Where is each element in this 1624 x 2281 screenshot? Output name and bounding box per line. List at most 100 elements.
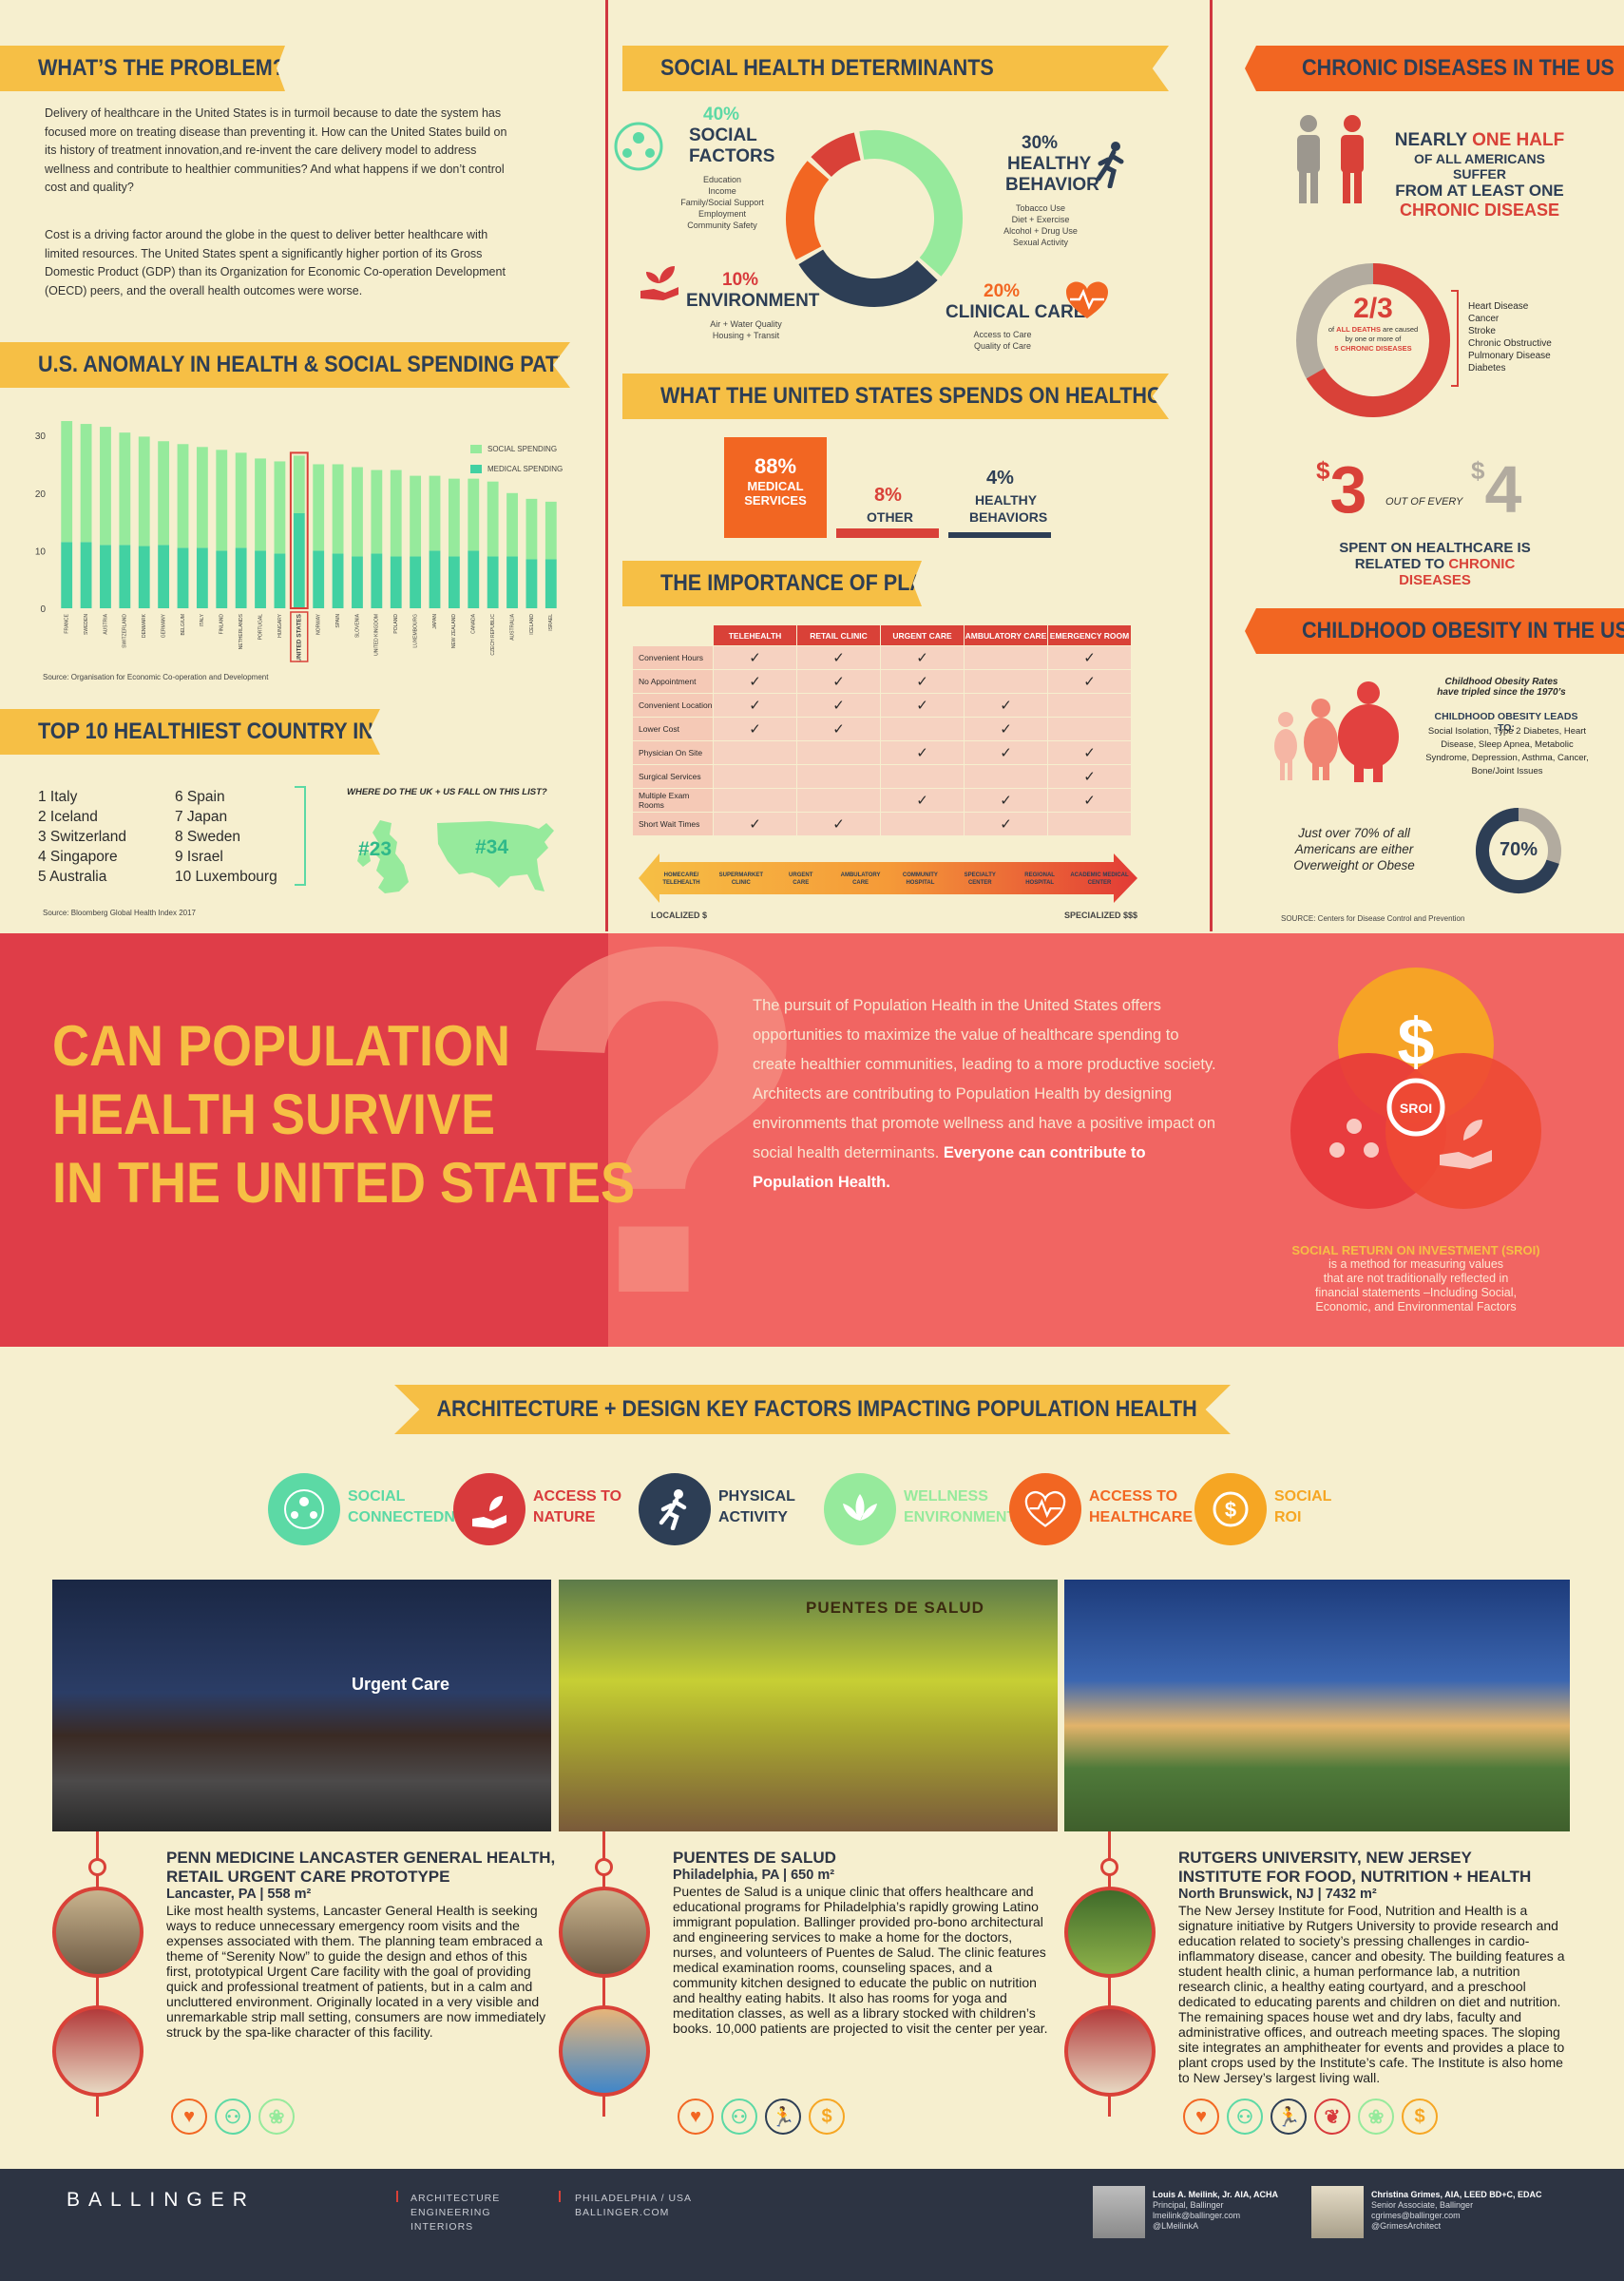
pursuit-body: The pursuit of Population Health in the … bbox=[753, 997, 1216, 1161]
factor-label-line-1: WELLNESS bbox=[904, 1488, 988, 1505]
discipline-architecture: ARCHITECTURE bbox=[411, 2193, 501, 2204]
can-line-3: IN THE UNITED STATES bbox=[52, 1151, 636, 1215]
contact-2: Christina Grimes, AIA, LEED BD+C, EDAC S… bbox=[1371, 2190, 1541, 2232]
nature-icon: ❦ bbox=[1314, 2099, 1350, 2135]
table-header: RETAIL CLINIC bbox=[796, 624, 881, 646]
physical-activity-icon bbox=[639, 1473, 711, 1545]
table-row: Convenient Hours ✓ ✓ ✓ ✓ bbox=[632, 645, 1132, 670]
x-tick-label: GERMANY bbox=[161, 613, 166, 638]
bar-medical bbox=[410, 556, 422, 608]
empty-cell bbox=[964, 764, 1048, 789]
contact-2-role: Senior Associate, Ballinger bbox=[1371, 2200, 1474, 2210]
bar-social bbox=[506, 492, 518, 557]
bar-medical bbox=[545, 559, 557, 608]
contact-2-email[interactable]: cgrimes@ballinger.com bbox=[1371, 2211, 1461, 2220]
empty-cell bbox=[713, 740, 797, 765]
contact-2-handle[interactable]: @GrimesArchitect bbox=[1371, 2221, 1442, 2231]
place-banner: THE IMPORTANCE OF PLACE bbox=[622, 561, 922, 606]
clinical-care-label: CLINICAL CARE bbox=[946, 302, 1086, 322]
table-row: Short Wait Times ✓ ✓ ✓ bbox=[632, 812, 1132, 836]
x-tick-label: HUNGARY bbox=[277, 613, 283, 638]
x-tick-label: POLAND bbox=[393, 614, 399, 634]
overweight-line-1: Just over 70% of all bbox=[1298, 826, 1410, 840]
svg-text:$: $ bbox=[1225, 1498, 1236, 1522]
discipline-engineering: ENGINEERING bbox=[411, 2207, 491, 2218]
factor-label: SOCIAL CONNECTEDNESS bbox=[348, 1486, 486, 1528]
donut-environment bbox=[811, 132, 862, 178]
country-rank-item: 10 Luxembourg bbox=[175, 869, 277, 885]
x-tick-label: JAPAN bbox=[432, 614, 438, 629]
bar-social bbox=[525, 498, 538, 560]
access-to-healthcare-icon bbox=[1009, 1473, 1081, 1545]
row-label: No Appointment bbox=[632, 669, 714, 694]
top10-list-right: 6 Spain 7 Japan 8 Sweden 9 Israel 10 Luxembo… bbox=[175, 787, 277, 887]
ballinger-logo: BALLINGER bbox=[67, 2189, 256, 2211]
running-person-icon bbox=[1096, 142, 1124, 188]
bar-social bbox=[119, 432, 131, 546]
empty-cell bbox=[796, 788, 881, 813]
factor-label-line-1: ACCESS TO bbox=[533, 1488, 622, 1505]
chronic-headline: NEARLY ONE HALF OF ALL AMERICANS SUFFER … bbox=[1389, 130, 1570, 220]
detail-photo-1 bbox=[559, 1887, 650, 1978]
bar-social bbox=[293, 455, 305, 513]
determinant-item: Diet + Exercise bbox=[1011, 215, 1070, 224]
healthy-behavior-label-1: HEALTHY bbox=[1007, 154, 1092, 174]
check-mark: ✓ bbox=[796, 669, 881, 694]
check-mark: ✓ bbox=[713, 812, 797, 836]
top10-question: WHERE DO THE UK + US FALL ON THIS LIST? bbox=[347, 787, 547, 797]
contact-1: Louis A. Meilink, Jr. AIA, ACHA Principa… bbox=[1153, 2190, 1278, 2232]
anomaly-banner: U.S. ANOMALY IN HEALTH & SOCIAL SPENDING… bbox=[0, 342, 570, 388]
disease-item: Cancer bbox=[1468, 314, 1500, 324]
footer-website[interactable]: BALLINGER.COM bbox=[575, 2207, 670, 2218]
contact-1-email[interactable]: lmeilink@ballinger.com bbox=[1153, 2211, 1241, 2220]
factor-label: PHYSICAL ACTIVITY bbox=[718, 1486, 795, 1528]
x-tick-label: LUXEMBOURG bbox=[412, 614, 418, 648]
healthy-behavior-label-2: BEHAVIOR bbox=[1005, 175, 1099, 195]
contact-1-handle[interactable]: @LMeilinkA bbox=[1153, 2221, 1199, 2231]
dollar-three: $3 bbox=[1316, 452, 1367, 527]
empty-cell bbox=[880, 764, 965, 789]
problem-banner: WHAT’S THE PROBLEM? bbox=[0, 46, 285, 91]
legend-social-label: SOCIAL SPENDING bbox=[487, 445, 558, 453]
empty-cell bbox=[1047, 693, 1132, 718]
x-tick-label: NEW ZEALAND bbox=[451, 614, 457, 649]
check-mark: ✓ bbox=[1047, 645, 1132, 670]
bar-medical bbox=[100, 545, 111, 608]
factor-label-line-1: SOCIAL bbox=[348, 1488, 406, 1505]
care-setting-label: ACADEMIC MEDICAL CENTER bbox=[1070, 872, 1129, 886]
donut-social bbox=[859, 130, 963, 277]
check-mark: ✓ bbox=[1047, 740, 1132, 765]
heart-pulse-icon bbox=[1066, 281, 1108, 318]
four-value: 4 bbox=[1484, 452, 1522, 527]
medical-services-label-2: SERVICES bbox=[744, 493, 807, 508]
check-mark: ✓ bbox=[880, 645, 965, 670]
lotus-icon: ❀ bbox=[258, 2099, 295, 2135]
bar-social bbox=[390, 470, 402, 557]
determinant-item: Alcohol + Drug Use bbox=[1003, 226, 1078, 236]
bar-medical bbox=[293, 513, 305, 608]
lotus-icon: ❀ bbox=[1358, 2099, 1394, 2135]
bar-social bbox=[313, 464, 325, 551]
spent-line-1: SPENT ON HEALTHCARE IS bbox=[1339, 540, 1531, 556]
factors-row: SOCIAL CONNECTEDNESS ACCESS TO NATURE PHYSIC… bbox=[268, 1473, 1370, 1549]
chronic-line-3: FROM AT LEAST ONE bbox=[1395, 182, 1564, 200]
x-tick-label: CANADA bbox=[471, 613, 477, 634]
project-location: Lancaster, PA | 558 m² bbox=[166, 1887, 312, 1902]
y-tick-label: 20 bbox=[35, 489, 47, 500]
medical-services-label-1: MEDICAL bbox=[747, 479, 804, 493]
anomaly-source: Source: Organisation for Economic Co-ope… bbox=[43, 673, 269, 681]
factor-label: ACCESS TO NATURE bbox=[533, 1486, 621, 1528]
check-mark: ✓ bbox=[964, 740, 1048, 765]
bar-social bbox=[196, 447, 208, 548]
disease-item: Stroke bbox=[1468, 326, 1496, 336]
table-row: No Appointment ✓ ✓ ✓ ✓ bbox=[632, 669, 1132, 694]
healthy-behavior-items: Tobacco Use Diet + Exercise Alcohol + Drug… bbox=[988, 202, 1093, 248]
bar-medical bbox=[274, 553, 286, 608]
x-tick-label: AUSTRIA bbox=[103, 613, 108, 634]
row-label: Lower Cost bbox=[632, 717, 714, 741]
x-tick-label: ISRAEL bbox=[548, 614, 554, 631]
x-tick-label: SLOVENIA bbox=[354, 613, 360, 638]
pursuit-bold: Everyone can contribute to Population He… bbox=[753, 1144, 1146, 1191]
detail-photo-2 bbox=[52, 2005, 143, 2097]
country-rank-item: 1 Italy bbox=[38, 789, 78, 805]
